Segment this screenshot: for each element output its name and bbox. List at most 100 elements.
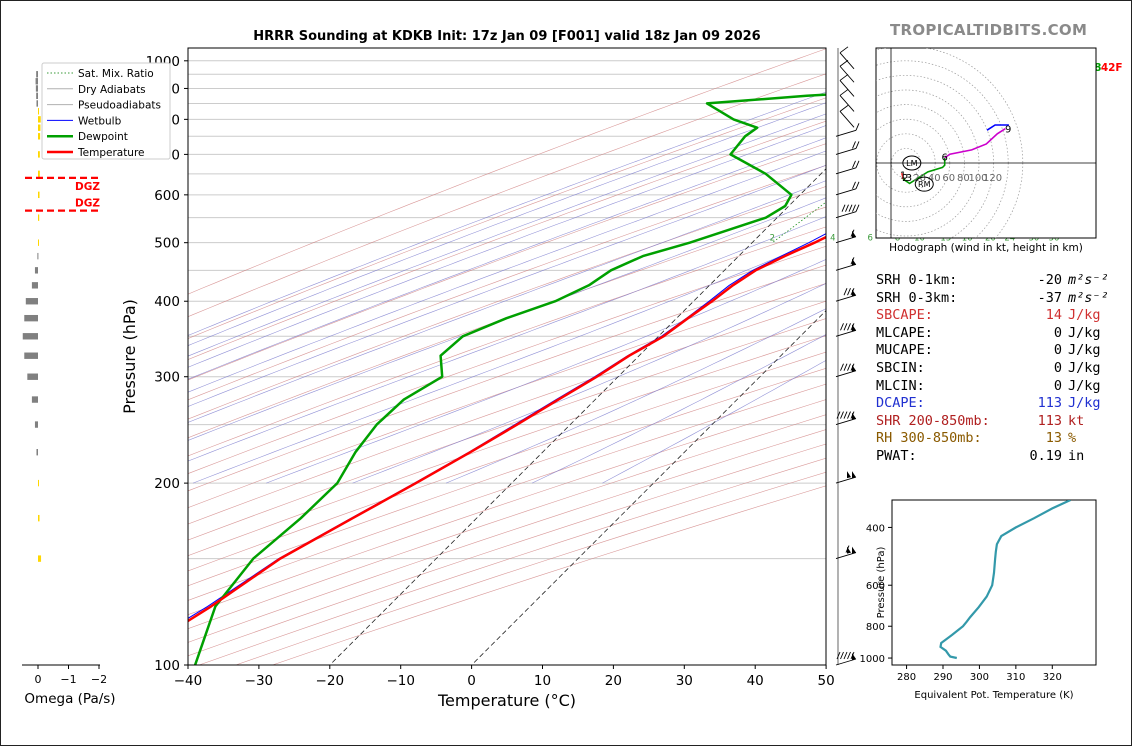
omega-bar xyxy=(38,170,40,178)
omega-bar xyxy=(36,71,38,78)
x-tick-label: 0 xyxy=(467,673,476,689)
moist-adiabat xyxy=(188,150,826,393)
dry-adiabat xyxy=(188,351,826,572)
wind-barb xyxy=(835,181,860,196)
moist-adiabat xyxy=(531,334,826,484)
mixing-ratio-label: 8 xyxy=(895,234,900,244)
mixing-ratio-label: 24 xyxy=(1004,234,1015,244)
omega-bar xyxy=(34,421,38,428)
dgz-label: DGZ xyxy=(75,198,100,210)
theta-e-x-tick-label: 310 xyxy=(1006,672,1025,683)
moist-adiabat xyxy=(188,197,826,441)
dry-adiabat xyxy=(188,300,826,525)
legend-entry: Temperature xyxy=(77,147,145,159)
brand-watermark: TROPICALTIDBITS.COM xyxy=(890,21,1088,39)
index-label: PWAT: xyxy=(876,447,917,464)
wind-barb xyxy=(835,288,857,302)
index-row: DCAPE: 113 J/kg xyxy=(876,395,1106,413)
omega-tick-label: 0 xyxy=(35,673,42,686)
mixing-ratio-label: 36 xyxy=(1048,234,1059,244)
y-tick-label: 200 xyxy=(154,476,180,492)
theta-e-y-tick-label: 400 xyxy=(866,523,885,534)
dry-adiabat xyxy=(188,48,826,295)
omega-bar xyxy=(38,108,39,115)
dry-adiabat xyxy=(188,165,826,401)
index-label: SBCAPE: xyxy=(876,307,933,324)
hodograph-trace xyxy=(944,128,1006,159)
omega-tick-label: −2 xyxy=(91,673,107,686)
hodograph-ring-label: 60 xyxy=(942,173,955,184)
omega-bar xyxy=(38,151,40,158)
storm-motion-label: RM xyxy=(918,180,931,189)
index-row: SBCAPE: 14 J/kg xyxy=(876,307,1106,325)
omega-bar xyxy=(24,352,38,359)
omega-bar xyxy=(36,92,38,100)
index-label: DCAPE: xyxy=(876,395,925,412)
theta-e-frame xyxy=(891,499,1097,666)
wind-barb xyxy=(835,545,857,560)
hodograph-ring-label: 80 xyxy=(957,173,970,184)
x-tick-label: −40 xyxy=(174,673,203,689)
dry-adiabat xyxy=(188,367,826,587)
x-tick-label: 40 xyxy=(747,673,764,689)
skewt-axes-frame xyxy=(187,47,827,666)
omega-bar xyxy=(38,239,39,246)
index-unit: J/kg xyxy=(1068,377,1101,394)
dgz-label: DGZ xyxy=(75,181,100,193)
skewt-plot: 2468101316202430363842F10020030040050060… xyxy=(120,46,1123,710)
x-tick-label: 50 xyxy=(818,673,835,689)
moist-adiabat xyxy=(188,137,826,380)
mixing-ratio-label: 2 xyxy=(770,234,775,244)
mixing-ratio-label: 13 xyxy=(940,234,951,244)
theta-e-y-tick-label: 1000 xyxy=(860,654,885,665)
omega-bar xyxy=(34,267,38,274)
legend-entry: Dewpoint xyxy=(78,131,128,143)
index-label: SHR 200-850mb: xyxy=(876,412,990,429)
temperature-line xyxy=(188,235,826,623)
moist-adiabat xyxy=(192,236,826,484)
index-unit: kt xyxy=(1068,412,1085,429)
y-tick-label: 400 xyxy=(154,294,180,310)
index-row: MUCAPE: 0 J/kg xyxy=(876,342,1106,360)
y-tick-label: 500 xyxy=(154,236,180,252)
omega-bar xyxy=(31,282,38,289)
omega-bar xyxy=(36,100,38,107)
omega-bar xyxy=(22,333,38,340)
hodograph-caption: Hodograph (wind in kt, height in km) xyxy=(889,242,1083,254)
omega-bar xyxy=(35,85,38,92)
mixing-ratio-label: 10 xyxy=(914,234,925,244)
x-tick-label: 30 xyxy=(676,673,693,689)
index-unit: in xyxy=(1068,447,1085,464)
wind-barb xyxy=(835,160,860,175)
index-value: -20 xyxy=(1037,272,1062,288)
index-label: SBCIN: xyxy=(876,359,925,376)
theta-e-x-tick-label: 300 xyxy=(970,672,989,683)
index-unit: m²s⁻² xyxy=(1068,289,1109,306)
storm-motion-marker xyxy=(914,176,934,192)
mixing-ratio-label: 20 xyxy=(985,234,996,244)
index-row: SBCIN: 0 J/kg xyxy=(876,360,1106,378)
hodograph-trace xyxy=(986,124,1009,131)
index-value: 0 xyxy=(1053,359,1062,376)
hodograph-height-label: 9 xyxy=(1005,125,1011,136)
theta-e-x-label: Equivalent Pot. Temperature (K) xyxy=(914,690,1073,701)
y-tick-label: 100 xyxy=(154,658,180,674)
index-unit: J/kg xyxy=(1068,324,1101,341)
omega-bar xyxy=(38,191,40,199)
mixing-ratio-label: 4 xyxy=(830,234,835,244)
index-row: SRH 0-1km: -20 m²s⁻² xyxy=(876,272,1109,290)
x-tick-label: −10 xyxy=(386,673,415,689)
y-tick-label: 600 xyxy=(154,188,180,204)
index-label: MLCIN: xyxy=(876,377,925,394)
index-unit: J/kg xyxy=(1068,395,1101,412)
moist-adiabat xyxy=(188,216,826,462)
dry-adiabat xyxy=(188,283,826,509)
dry-adiabat xyxy=(188,264,826,492)
omega-bar xyxy=(31,396,38,403)
theta-e-y-tick-label: 600 xyxy=(866,581,885,592)
wind-barb xyxy=(835,363,857,378)
index-unit: m²s⁻² xyxy=(1068,272,1109,288)
legend-entry: Sat. Mix. Ratio xyxy=(78,68,154,80)
